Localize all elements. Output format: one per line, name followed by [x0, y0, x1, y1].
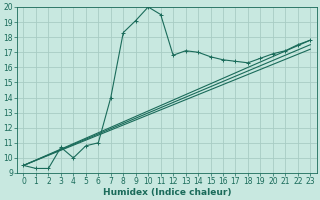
X-axis label: Humidex (Indice chaleur): Humidex (Indice chaleur)	[103, 188, 231, 197]
